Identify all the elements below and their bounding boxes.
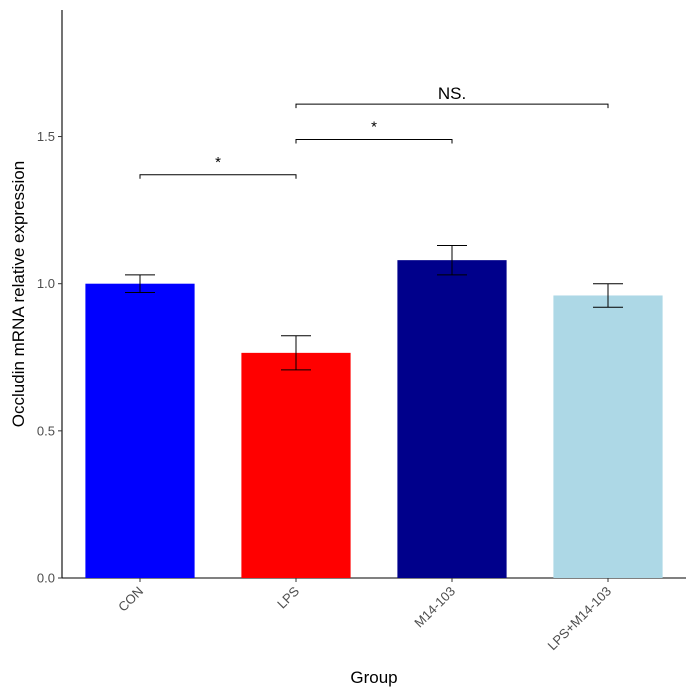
significance-bracket: * [295, 118, 453, 144]
bar-lps-m14-103 [553, 295, 663, 578]
bar-con [85, 283, 195, 578]
y-tick-label: 1.5 [37, 129, 55, 144]
y-tick-label: 1.0 [37, 276, 55, 291]
significance-bracket: * [139, 154, 297, 179]
x-tick-label: LPS+M14-103 [544, 584, 614, 654]
y-axis-ticks: 0.0 0.5 1.0 1.5 [37, 129, 62, 586]
y-axis-title: Occludin mRNA relative expression [9, 161, 28, 427]
y-tick-label: 0.0 [37, 571, 55, 586]
significance-label: * [215, 154, 221, 171]
significance-label: * [371, 118, 377, 135]
significance-bracket: NS. [295, 84, 609, 109]
x-axis-ticks: CON LPS M14-103 LPS+M14-103 [115, 578, 614, 653]
bar-m14-103 [397, 260, 507, 578]
x-tick-label: M14-103 [411, 584, 458, 631]
y-tick-label: 0.5 [37, 423, 55, 438]
error-bar [593, 283, 623, 308]
significance-brackets: * * NS. [139, 84, 609, 179]
x-axis-title: Group [350, 668, 397, 687]
bars [85, 260, 663, 578]
error-bar [281, 335, 311, 371]
x-tick-label: CON [115, 584, 146, 615]
bar-lps [241, 352, 351, 578]
error-bar [125, 274, 155, 294]
x-tick-label: LPS [274, 583, 302, 611]
error-bar [437, 244, 467, 276]
significance-label: NS. [438, 84, 466, 103]
error-bars [125, 244, 623, 371]
